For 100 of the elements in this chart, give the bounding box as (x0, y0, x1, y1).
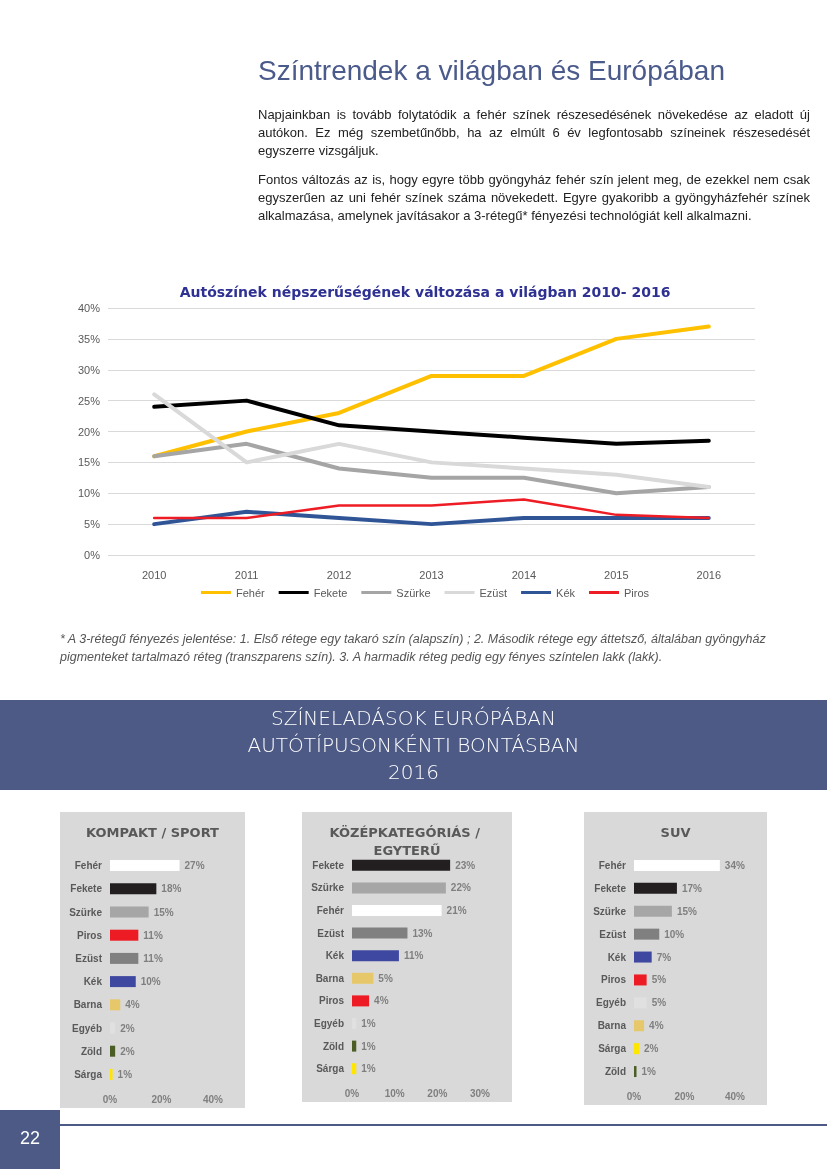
data-label: 5% (651, 997, 667, 1009)
text: Színtrendek a világban és Európában (258, 55, 726, 87)
y-tick-label: Szürke (593, 905, 627, 917)
chart-title: SUV (660, 824, 691, 840)
data-label: 10% (140, 976, 161, 988)
data-label: 23% (455, 859, 476, 871)
y-tick-label: Egyéb (595, 997, 626, 1009)
data-label: 11% (143, 952, 163, 964)
chart-title: KOMPAKT / SPORT (86, 824, 220, 840)
y-tick-label: Fekete (594, 882, 627, 894)
data-label: 4% (125, 999, 140, 1011)
y-tick-label: Fekete (70, 883, 103, 895)
y-tick-label: 25% (77, 394, 101, 407)
data-label: 4% (649, 1020, 664, 1032)
y-tick-label: 0% (84, 549, 101, 561)
y-tick-label: Fekete (312, 859, 345, 871)
data-label: 1% (117, 1068, 133, 1080)
y-tick-label: Szürke (311, 882, 345, 894)
y-tick-label: 10% (77, 487, 101, 500)
data-label: 11% (403, 950, 424, 962)
x-tick-label: 40% (724, 1090, 746, 1102)
data-label: 1% (641, 1066, 657, 1078)
y-tick-label: Zöld (322, 1040, 344, 1052)
chart-title: Autószínek népszerűségének változása a világban 2010- 2016 (179, 284, 671, 300)
data-label: 15% (676, 905, 697, 917)
data-label: 2% (644, 1043, 659, 1055)
y-tick-label: Zöld (604, 1066, 626, 1078)
text: Fontos változás az is, hogy egyre több gyöngyház fehér szín jelent meg, de ezekkel nem csak egyszerűen az uni fehér színek száma növekedett. Egyre gyakoribb a gyöngyházfehér színek alkalmazása, amelynek javításakor a 3-rétegű* fényezési technológiát kell alkalmazni. (258, 171, 810, 225)
y-tick-label: Ezüst (75, 952, 103, 964)
data-label: 17% (681, 882, 703, 894)
x-tick-label: 10% (384, 1087, 405, 1099)
data-label: 2% (120, 1022, 135, 1034)
x-tick-label: 2013 (419, 568, 444, 581)
text: 22 (19, 1128, 41, 1149)
y-tick-label: Barna (597, 1020, 627, 1032)
data-label: 11% (143, 929, 163, 941)
data-label: 15% (153, 906, 174, 918)
data-label: 22% (450, 882, 471, 894)
x-tick-label: 2015 (604, 568, 629, 581)
x-tick-label: 30% (469, 1087, 491, 1099)
legend-label: Ezüst (479, 586, 508, 599)
y-tick-label: Ezüst (317, 927, 345, 939)
data-label: 10% (664, 928, 685, 940)
y-tick-label: 40% (77, 302, 101, 314)
y-tick-label: Piros (600, 974, 627, 986)
x-tick-label: 2014 (511, 568, 537, 581)
x-tick-label: 20% (151, 1093, 172, 1105)
data-label: 2% (120, 1045, 135, 1057)
data-label: 27% (184, 860, 205, 872)
x-tick-label: 0% (102, 1093, 118, 1105)
y-tick-label: Szürke (69, 906, 103, 918)
y-tick-label: Sárga (598, 1043, 627, 1055)
data-label: 7% (656, 951, 672, 963)
y-tick-label: Fehér (74, 860, 103, 872)
legend-label: Szürke (396, 586, 431, 599)
y-tick-label: Fehér (598, 859, 627, 871)
x-tick-label: 20% (674, 1090, 695, 1102)
y-tick-label: 30% (77, 363, 101, 376)
y-tick-label: Kék (325, 950, 345, 962)
text: Napjainkban is tovább folytatódik a fehér színek részesedésének növekedése az eladott új autókon. Ez még szembetűnőbb, ha az elmúlt 6 év legfontosabb színeinek részesedését egyszerre vizsgáljuk. (258, 106, 810, 160)
data-label: 1% (361, 1063, 376, 1075)
y-tick-label: Kék (607, 951, 627, 963)
x-tick-label: 40% (202, 1093, 224, 1105)
y-tick-label: Sárga (316, 1063, 345, 1075)
y-tick-label: Egyéb (313, 1018, 344, 1029)
data-label: 34% (724, 859, 745, 871)
y-tick-label: Ezüst (599, 928, 627, 940)
y-tick-label: Barna (73, 999, 103, 1011)
x-tick-label: 20% (427, 1087, 448, 1099)
data-label: 1% (361, 1018, 376, 1029)
x-tick-label: 2010 (141, 568, 167, 581)
y-tick-label: 35% (77, 332, 101, 345)
x-tick-label: 2011 (234, 568, 259, 581)
data-label: 1% (361, 1040, 376, 1052)
legend-label: Piros (624, 586, 650, 599)
text: * A 3-rétegű fényezés jelentése: 1. Első rétege egy takaró szín (alapszín) ; 2. Második rétege egy áttetsző, általában gyöngyház pigmenteket tartalmazó réteg (transzparens szín). 3. A harmadik réteg pedig egy fényes színtelen lakk (lakk). (60, 631, 767, 666)
x-tick-label: 2012 (326, 568, 352, 581)
chart-title: KÖZÉPKATEGÓRIÁS / EGYTERŰ (329, 824, 485, 858)
data-label: 18% (161, 883, 182, 895)
x-tick-label: 0% (626, 1090, 642, 1102)
data-label: 13% (412, 927, 433, 939)
legend-label: Fehér (235, 586, 266, 599)
x-tick-label: 0% (344, 1087, 360, 1099)
y-tick-label: Piros (76, 929, 103, 941)
data-label: 21% (446, 905, 467, 916)
y-tick-label: Sárga (74, 1068, 103, 1080)
y-tick-label: 20% (77, 425, 101, 438)
legend-label: Kék (556, 586, 576, 599)
text: SZÍNELADÁSOK EURÓPÁBAN AUTÓTÍPUSONKÉNTI BONTÁSBAN 2016 (246, 705, 581, 786)
data-label: 5% (378, 972, 393, 984)
y-tick-label: Egyéb (71, 1022, 102, 1034)
data-label: 4% (374, 995, 389, 1007)
y-tick-label: Piros (318, 995, 345, 1007)
y-tick-label: 5% (84, 518, 101, 531)
y-tick-label: Fehér (316, 905, 345, 916)
y-tick-label: 15% (77, 456, 101, 469)
y-tick-label: Barna (315, 972, 345, 984)
y-tick-label: Zöld (80, 1045, 102, 1057)
y-tick-label: Kék (83, 976, 103, 988)
x-tick-label: 2016 (696, 568, 722, 581)
